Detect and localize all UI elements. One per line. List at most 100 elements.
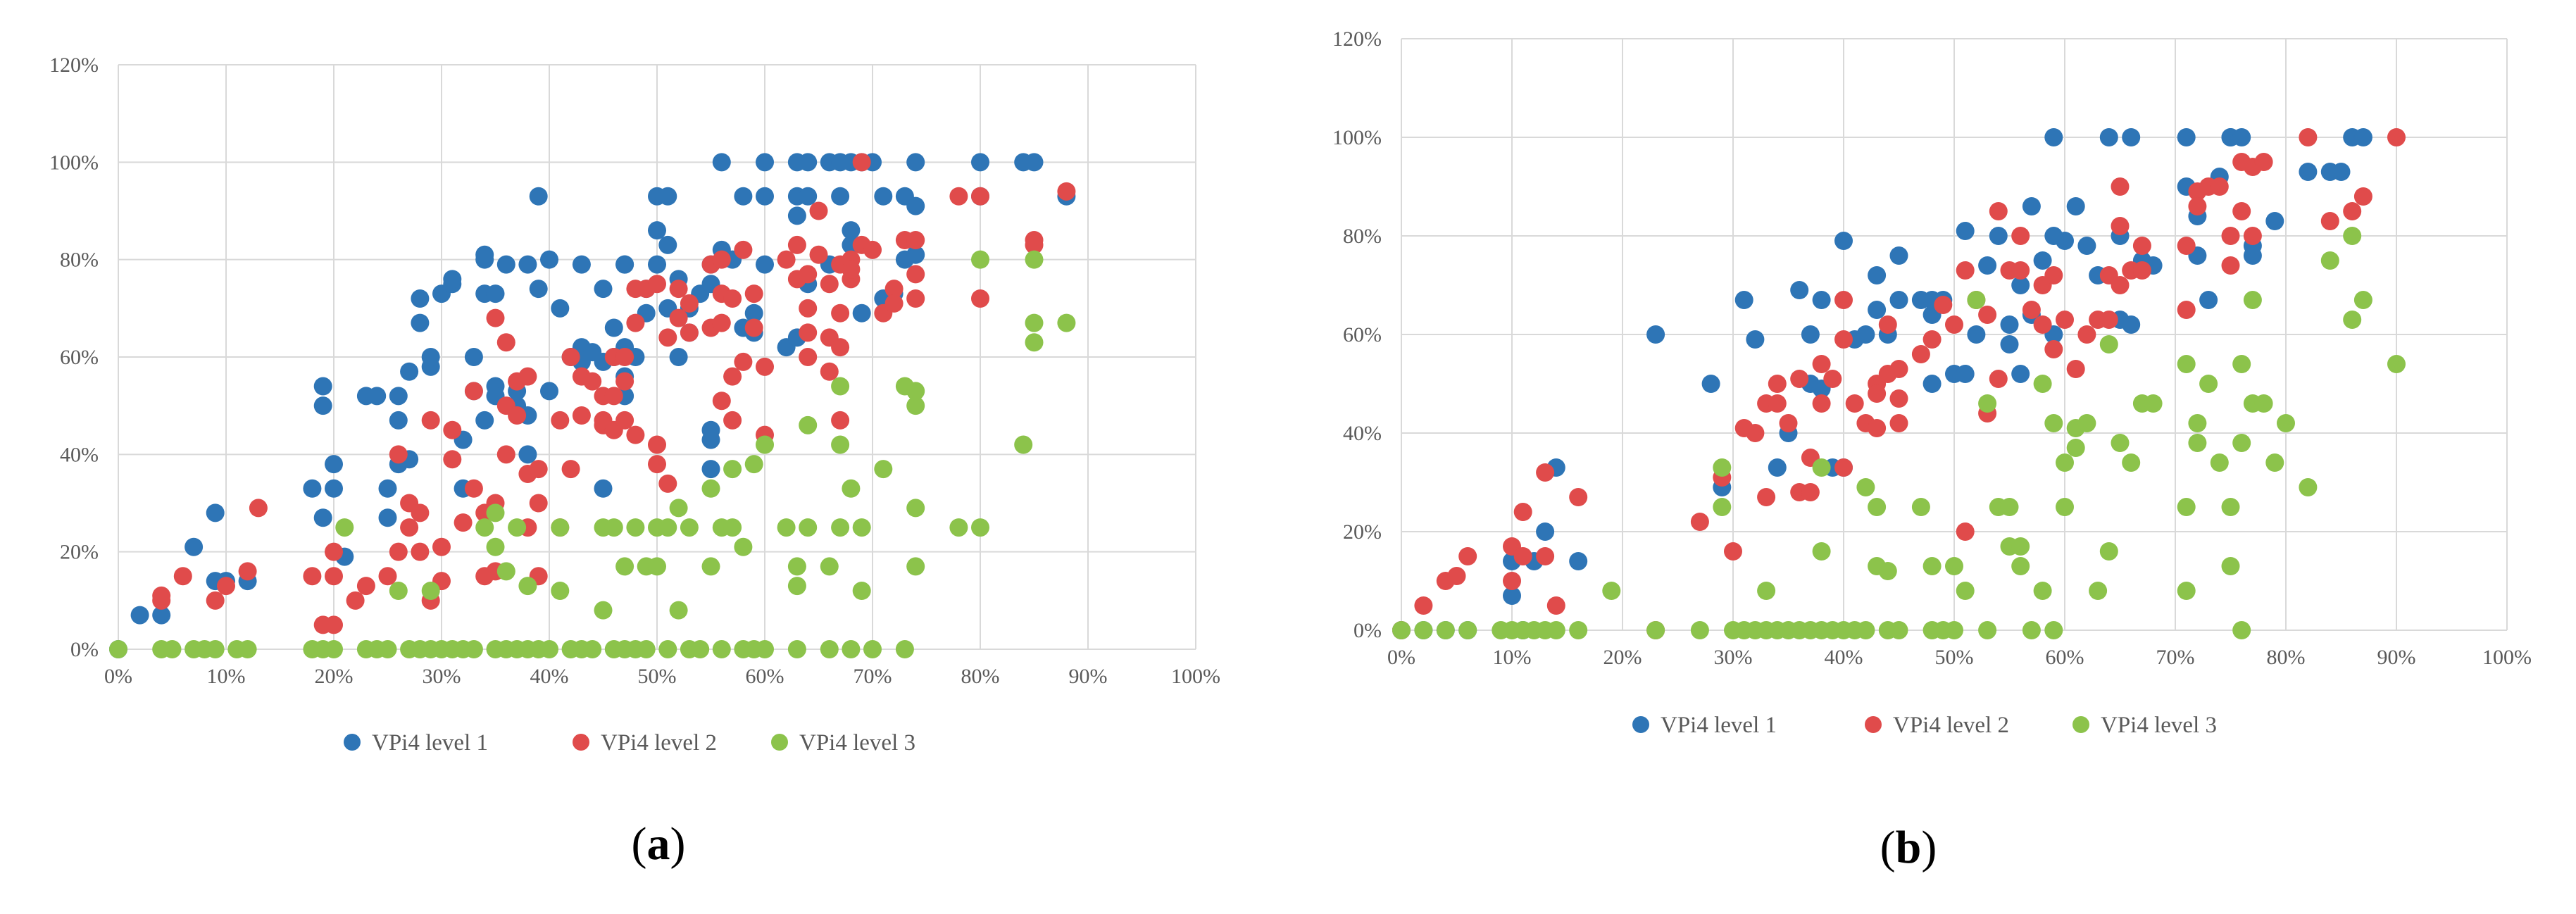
y-tick-label: 60% [60, 346, 99, 369]
data-point [648, 275, 666, 294]
data-point [325, 567, 343, 586]
data-point [1878, 315, 1897, 334]
x-tick-label: 40% [530, 665, 569, 688]
data-point [615, 557, 634, 576]
data-point [744, 455, 763, 474]
data-point [787, 557, 806, 576]
data-point [583, 640, 602, 658]
data-point [852, 153, 871, 172]
data-point [701, 420, 720, 439]
data-point [971, 289, 989, 308]
data-point [831, 377, 850, 396]
data-point [1746, 330, 1765, 349]
data-point [1856, 478, 1875, 496]
data-point [787, 640, 806, 658]
data-point [2144, 394, 2163, 413]
series-1 [109, 153, 1076, 658]
data-point [669, 308, 688, 327]
data-point [1934, 296, 1953, 314]
data-point [744, 284, 763, 303]
data-point [842, 640, 861, 658]
data-point [691, 640, 710, 658]
data-point [2111, 434, 2130, 452]
y-tick-label: 0% [1353, 619, 1382, 642]
x-tick-label: 30% [423, 665, 461, 688]
data-point [2177, 237, 2196, 255]
data-point [734, 352, 753, 371]
data-point [2011, 365, 2030, 383]
series-3 [1392, 227, 2406, 639]
data-point [658, 640, 677, 658]
data-point [2044, 266, 2063, 284]
data-point [2011, 276, 2030, 294]
x-tick-label: 60% [2046, 646, 2084, 669]
data-point [496, 445, 515, 464]
data-point [325, 542, 343, 561]
data-point [615, 411, 634, 430]
data-point [906, 153, 925, 172]
data-point [1956, 522, 1975, 541]
data-point [756, 255, 774, 274]
data-point [475, 518, 494, 537]
data-point [799, 299, 818, 318]
data-point [1812, 394, 1831, 413]
data-point [2033, 315, 2052, 334]
data-point [421, 348, 440, 366]
data-point [906, 196, 925, 215]
data-point [1513, 547, 1532, 565]
data-point [540, 250, 558, 269]
data-point [2232, 621, 2251, 639]
data-point [303, 567, 322, 586]
data-point [1834, 458, 1853, 477]
data-point [313, 396, 332, 415]
series-2 [152, 153, 1076, 634]
data-point [906, 396, 925, 415]
x-tick-label: 50% [1935, 646, 1974, 669]
data-point [701, 460, 720, 479]
data-point [551, 299, 570, 318]
data-point [712, 250, 731, 269]
data-point [432, 537, 451, 556]
data-point [2232, 355, 2251, 373]
data-point [723, 518, 742, 537]
data-point [756, 187, 774, 206]
data-point [346, 591, 365, 610]
data-point [313, 508, 332, 527]
data-point [2243, 291, 2262, 309]
data-point [1967, 325, 1986, 344]
data-point [1513, 503, 1532, 521]
data-point [389, 542, 408, 561]
data-point [863, 640, 882, 658]
data-point [971, 518, 989, 537]
y-tick-label: 20% [1343, 520, 1382, 544]
legend-marker [344, 734, 361, 751]
data-point [2099, 311, 2118, 329]
data-point [1956, 261, 1975, 280]
data-point [831, 303, 850, 323]
data-point [2199, 375, 2218, 393]
data-point [1856, 325, 1875, 344]
data-point [1713, 498, 1732, 516]
data-point [1868, 301, 1887, 319]
data-point [238, 640, 257, 658]
data-point [648, 455, 666, 474]
data-point [185, 537, 204, 556]
panel-label: (a) [632, 818, 686, 870]
data-point [2066, 360, 2085, 378]
data-point [1768, 375, 1787, 393]
data-point [2177, 301, 2196, 319]
legend-marker [573, 734, 589, 751]
data-point [1889, 414, 1908, 432]
data-point [2033, 582, 2052, 600]
data-point [1536, 547, 1555, 565]
data-point [303, 479, 322, 498]
legend-label: VPi4 level 3 [2101, 713, 2217, 738]
data-point [863, 240, 882, 259]
data-point [658, 518, 677, 537]
data-point [2022, 621, 2041, 639]
data-point [852, 582, 871, 600]
data-point [2177, 498, 2196, 516]
data-point [2299, 128, 2318, 146]
data-point [1779, 414, 1798, 432]
data-point [723, 460, 742, 479]
